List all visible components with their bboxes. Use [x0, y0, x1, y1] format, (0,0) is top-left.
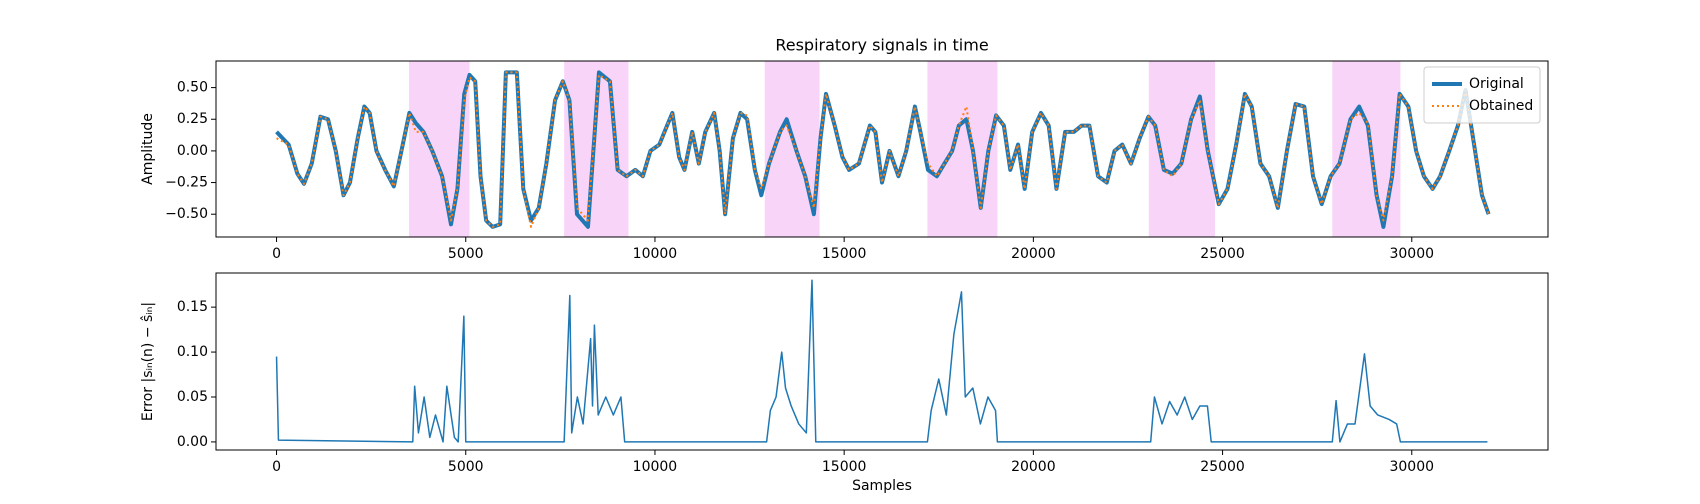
y-axis-label: Error |sᵢₙ(n) − ŝᵢₙ| — [140, 302, 156, 421]
y-tick-label: 0.00 — [177, 434, 208, 450]
highlight-span — [927, 61, 998, 237]
y-tick-label: 0.00 — [177, 143, 208, 159]
x-tick-label: 5000 — [448, 246, 484, 262]
series-line — [275, 279, 1488, 443]
legend-box — [1423, 66, 1541, 124]
x-axis-label: Samples — [852, 478, 912, 494]
x-tick-label: 20000 — [1011, 246, 1056, 262]
y-axis-label: Amplitude — [140, 113, 156, 185]
legend-label: Original — [1469, 76, 1524, 92]
y-tick-label: 0.05 — [177, 389, 208, 405]
x-tick-label: 25000 — [1200, 459, 1245, 475]
y-tick-label: −0.25 — [165, 175, 208, 191]
x-tick-label: 25000 — [1200, 246, 1245, 262]
chart-title: Respiratory signals in time — [775, 36, 988, 55]
y-tick-label: 0.25 — [177, 111, 208, 127]
x-tick-label: 10000 — [633, 246, 678, 262]
series-line — [275, 70, 1491, 229]
x-tick-label: 0 — [272, 459, 281, 475]
y-tick-label: −0.50 — [165, 206, 208, 222]
axes-frame — [215, 272, 1549, 451]
x-tick-label: 15000 — [822, 459, 867, 475]
x-tick-label: 5000 — [448, 459, 484, 475]
x-tick-label: 10000 — [633, 459, 678, 475]
y-tick-label: 0.15 — [177, 299, 208, 315]
x-tick-label: 0 — [272, 246, 281, 262]
y-tick-label: 0.10 — [177, 344, 208, 360]
legend-label: Obtained — [1469, 98, 1533, 114]
x-tick-label: 15000 — [822, 246, 867, 262]
x-tick-label: 30000 — [1389, 459, 1434, 475]
y-tick-label: 0.50 — [177, 80, 208, 96]
x-tick-label: 20000 — [1011, 459, 1056, 475]
axes-frame — [215, 60, 1549, 238]
x-tick-label: 30000 — [1389, 246, 1434, 262]
